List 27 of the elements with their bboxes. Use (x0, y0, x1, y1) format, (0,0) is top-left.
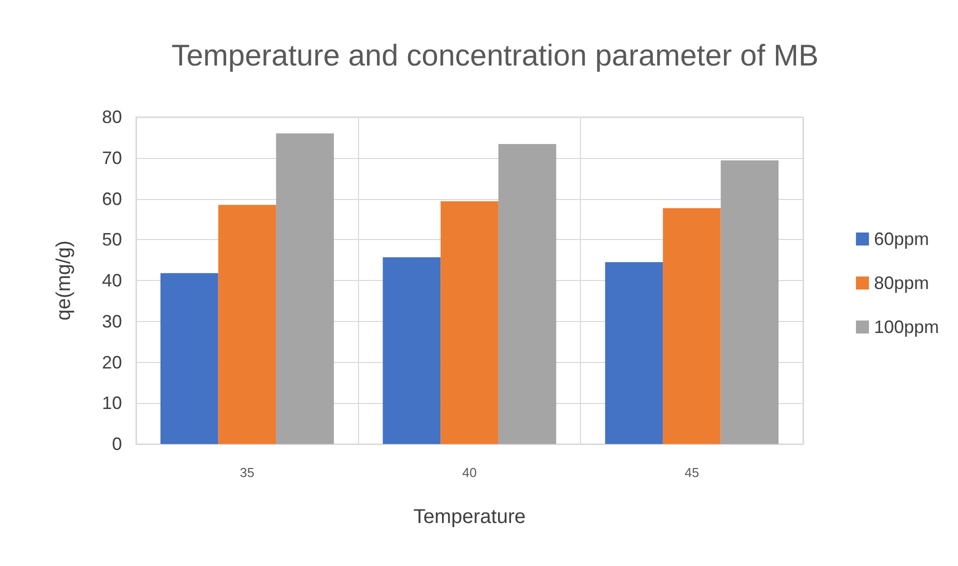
y-tick-label: 40 (102, 270, 122, 290)
x-tick-label: 40 (462, 465, 477, 480)
chart-title: Temperature and concentration parameter of MB (171, 40, 819, 72)
x-tick-label: 45 (684, 465, 700, 480)
legend-label: 100ppm (874, 317, 940, 337)
y-tick-label: 80 (102, 107, 122, 127)
bar (218, 204, 276, 444)
bar (662, 208, 721, 444)
y-tick-label: 30 (102, 311, 122, 332)
x-axis-title: Temperature (413, 506, 526, 528)
bar (605, 262, 663, 444)
bar (160, 273, 218, 444)
bar (440, 201, 498, 444)
y-tick-label: 20 (102, 352, 122, 372)
bar (498, 144, 556, 444)
y-tick-label: 50 (102, 230, 122, 250)
y-tick-label: 70 (102, 148, 122, 168)
legend-label: 80ppm (874, 273, 929, 293)
y-axis-title: qe(mg/g) (53, 240, 75, 321)
y-tick-label: 0 (112, 434, 122, 454)
bar (382, 257, 441, 444)
y-tick-label: 10 (102, 393, 122, 414)
bar (276, 133, 334, 444)
bar (720, 160, 779, 444)
x-tick-label: 35 (240, 465, 254, 480)
legend-label: 60ppm (874, 229, 929, 249)
y-tick-label: 60 (102, 188, 122, 209)
